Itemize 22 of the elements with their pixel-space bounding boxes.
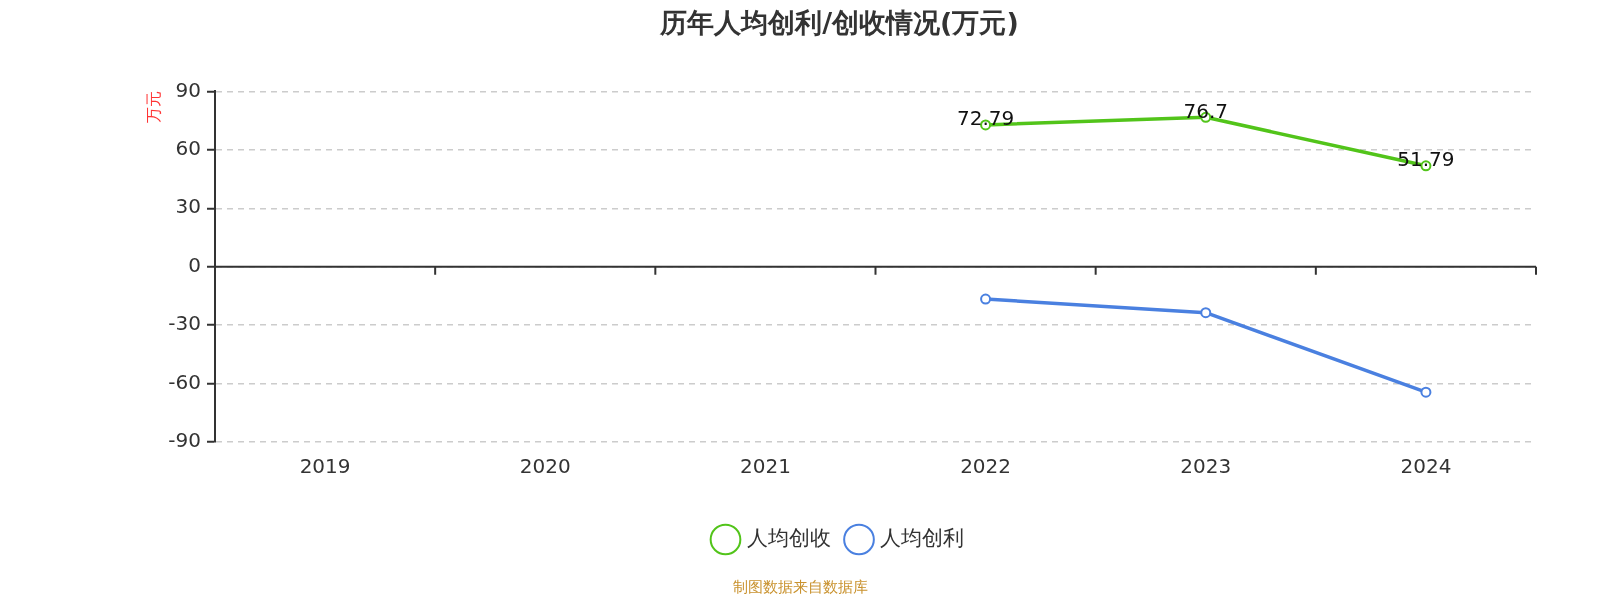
x-tick-label: 2022 (960, 454, 1012, 479)
x-tick-label: 2024 (1400, 454, 1452, 479)
legend-label: 人均创利 (880, 525, 964, 550)
chart-title: 历年人均创利/创收情况(万元) (659, 7, 1019, 39)
y-tick-label: -90 (168, 428, 201, 453)
x-tick-label: 2023 (1180, 454, 1232, 479)
x-tick-label: 2020 (519, 454, 571, 479)
point (1200, 307, 1212, 319)
y-tick-label: 60 (175, 136, 201, 161)
y-tick-label: 30 (175, 194, 201, 219)
text: 制图数据来自数据库 (732, 578, 868, 597)
x-tick-label: 2019 (299, 454, 351, 479)
y-tick-label: 90 (175, 77, 201, 102)
point (980, 293, 992, 305)
data-label: 76.7 (1183, 98, 1229, 123)
x-tick-label: 2021 (739, 454, 791, 479)
y-tick-label: -60 (168, 369, 201, 394)
y-tick-label: -30 (168, 311, 201, 336)
y-tick-label: 0 (188, 252, 201, 277)
point (1420, 386, 1432, 398)
legend-label: 人均创收 (746, 525, 831, 550)
y-axis-title: 万元 (143, 91, 163, 124)
